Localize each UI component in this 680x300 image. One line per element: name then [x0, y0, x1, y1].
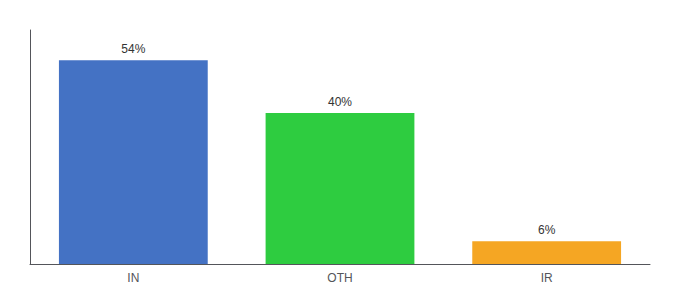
svg-text:IR: IR: [541, 271, 553, 285]
svg-text:40%: 40%: [328, 95, 352, 109]
svg-text:IN: IN: [127, 271, 139, 285]
svg-text:6%: 6%: [538, 223, 556, 237]
svg-text:OTH: OTH: [327, 271, 352, 285]
svg-text:54%: 54%: [121, 42, 145, 56]
